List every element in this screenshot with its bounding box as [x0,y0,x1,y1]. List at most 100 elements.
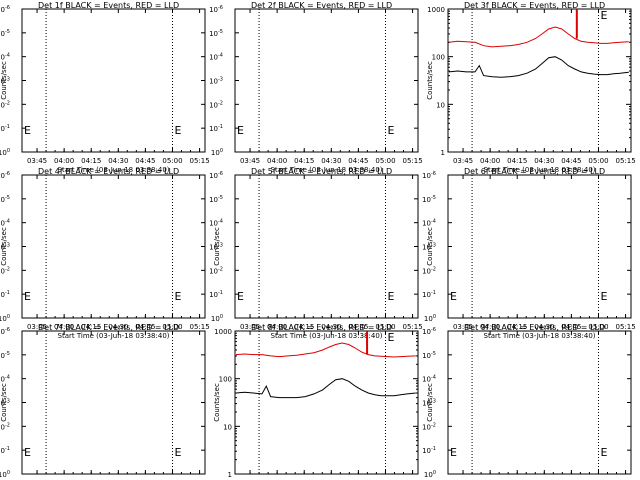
y-tick-exponent: -1 [5,290,10,296]
e-marker: E [387,331,394,344]
y-tick-label: 10-4 [0,375,10,384]
e-marker: E [174,290,181,303]
x-tick-label: 04:30 [321,323,341,331]
y-tick-exponent: -2 [5,100,10,106]
y-axis-label: Counts/sec [0,383,8,422]
panel-det-6: Det 6f BLACK = Events, RED = LLD 03:45 04:… [422,167,636,340]
y-tick-exponent: -6 [5,5,10,11]
y-tick-label: 100 [0,314,10,323]
y-tick-label: 10-5 [209,29,223,38]
y-tick-label: 10-6 [0,171,10,180]
x-tick-label: 04:00 [480,157,500,165]
y-tick-exponent: -3 [218,243,223,249]
x-axis-label: Start Time (03-Jun-18 03:38:40) [484,332,596,340]
e-marker: E [387,124,394,137]
e-marker: E [600,290,607,303]
y-tick-label: 1000 [214,328,232,336]
y-tick-exponent: -5 [5,351,10,357]
e-marker: E [24,290,31,303]
y-tick-exponent: -6 [431,171,436,177]
plot-frame [234,330,419,475]
panel-det-5: Det 5f BLACK = Events, RED = LLD 03:45 04:… [209,167,423,340]
plot-frame [447,8,632,153]
panel-det-3: Det 3f BLACK = Events, RED = LLD 03:45 04:… [426,1,636,174]
y-tick-label: 100 [0,470,10,479]
x-tick-label: 04:45 [135,323,155,331]
y-tick-exponent: -5 [5,29,10,35]
x-tick-label: 04:15 [81,157,101,165]
series-line-events [448,56,629,78]
y-tick-label: 10-5 [422,351,436,360]
y-tick-label: 10-5 [0,195,10,204]
y-tick-exponent: -3 [218,77,223,83]
y-tick-label: 10-6 [0,327,10,336]
e-marker: E [600,9,607,22]
x-axis-label: Start Time (03-Jun-18 03:38:40) [271,166,383,174]
y-tick-label: 10-1 [0,290,10,299]
y-tick-label: 10-4 [209,219,223,228]
y-tick-label: 10-1 [209,290,223,299]
y-tick-label: 10-3 [422,243,436,252]
y-tick-label: 10-5 [422,195,436,204]
x-tick-label: 03:45 [453,323,473,331]
y-tick-label: 10-2 [0,422,10,431]
y-tick-label: 100 [219,376,232,384]
panel-title: Det 6f BLACK = Events, RED = LLD [464,167,605,176]
y-tick-exponent: -6 [218,171,223,177]
y-tick-label: 10-2 [422,422,436,431]
y-tick-exponent: -3 [5,399,10,405]
y-tick-label: 10-3 [0,243,10,252]
x-tick-label: 05:15 [402,323,422,331]
x-tick-label: 03:45 [240,157,260,165]
y-tick-label: 100 [0,148,10,157]
y-tick-label: 10-1 [422,290,436,299]
y-axis-label: Counts/sec [426,383,434,422]
y-tick-label: 10 [223,423,232,431]
x-tick-label: 04:45 [561,323,581,331]
y-tick-label: 100 [211,148,223,157]
y-tick-label: 10-4 [422,375,436,384]
x-tick-label: 04:00 [480,323,500,331]
x-tick-label: 05:15 [615,323,635,331]
y-tick-label: 10-5 [0,351,10,360]
x-tick-label: 05:00 [162,157,182,165]
y-axis-label: Counts/sec [0,61,8,100]
x-tick-label: 05:15 [189,323,209,331]
e-marker: E [24,124,31,137]
y-tick-exponent: -5 [5,195,10,201]
panel-det-4: Det 4f BLACK = Events, RED = LLD 03:45 04:… [0,167,210,340]
x-tick-label: 05:15 [189,157,209,165]
x-tick-label: 03:45 [453,157,473,165]
y-tick-exponent: -2 [5,266,10,272]
x-tick-label: 04:45 [561,157,581,165]
y-axis-label: Counts/sec [213,383,221,422]
y-tick-label: 10-5 [209,195,223,204]
y-tick-exponent: 0 [220,148,223,154]
panel-title: Det 7f BLACK = Events, RED = LLD [38,323,179,332]
e-marker: E [174,446,181,459]
x-tick-label: 03:45 [27,157,47,165]
y-tick-exponent: -6 [431,327,436,333]
x-tick-label: 05:00 [375,157,395,165]
y-tick-exponent: -4 [5,375,10,381]
y-axis-label: Counts/sec [0,227,8,266]
y-tick-label: 100 [424,314,436,323]
e-marker: E [24,446,31,459]
e-marker: E [450,290,457,303]
y-tick-label: 1000 [427,6,445,14]
y-tick-label: 10-2 [422,266,436,275]
x-tick-label: 04:45 [135,157,155,165]
y-tick-exponent: -2 [218,266,223,272]
y-tick-exponent: -1 [5,124,10,130]
y-tick-label: 10-3 [209,243,223,252]
series-line-lld [235,342,416,358]
x-tick-label: 04:00 [54,157,74,165]
x-tick-label: 05:00 [375,323,395,331]
x-tick-label: 04:30 [108,323,128,331]
y-tick-label: 10-6 [209,5,223,14]
y-tick-exponent: -4 [218,219,223,225]
x-axis-label: Start Time (03-Jun-18 03:38:40) [271,332,383,340]
